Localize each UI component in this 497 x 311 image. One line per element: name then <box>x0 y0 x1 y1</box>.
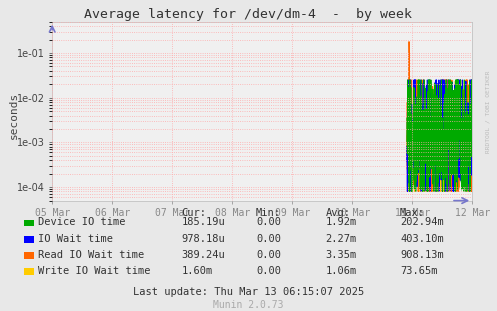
Text: IO Wait time: IO Wait time <box>38 234 113 244</box>
Text: 3.35m: 3.35m <box>326 250 357 260</box>
Text: Write IO Wait time: Write IO Wait time <box>38 266 150 276</box>
Text: 0.00: 0.00 <box>256 234 281 244</box>
Text: RRDTOOL / TOBI OETIKER: RRDTOOL / TOBI OETIKER <box>486 71 491 153</box>
Text: 403.10m: 403.10m <box>400 234 444 244</box>
Text: 2.27m: 2.27m <box>326 234 357 244</box>
Text: Cur:: Cur: <box>181 208 206 218</box>
Text: 73.65m: 73.65m <box>400 266 437 276</box>
Text: 1.92m: 1.92m <box>326 217 357 227</box>
Text: Min:: Min: <box>256 208 281 218</box>
Text: 202.94m: 202.94m <box>400 217 444 227</box>
Text: Munin 2.0.73: Munin 2.0.73 <box>213 300 284 310</box>
Text: Last update: Thu Mar 13 06:15:07 2025: Last update: Thu Mar 13 06:15:07 2025 <box>133 287 364 297</box>
Text: Avg:: Avg: <box>326 208 350 218</box>
Text: 1.60m: 1.60m <box>181 266 213 276</box>
Text: 0.00: 0.00 <box>256 217 281 227</box>
Text: 978.18u: 978.18u <box>181 234 225 244</box>
Text: 389.24u: 389.24u <box>181 250 225 260</box>
Text: Device IO time: Device IO time <box>38 217 125 227</box>
Text: 185.19u: 185.19u <box>181 217 225 227</box>
Text: Average latency for /dev/dm-4  -  by week: Average latency for /dev/dm-4 - by week <box>84 8 413 21</box>
Text: seconds: seconds <box>9 91 19 139</box>
Text: 0.00: 0.00 <box>256 266 281 276</box>
Text: Max:: Max: <box>400 208 425 218</box>
Text: 908.13m: 908.13m <box>400 250 444 260</box>
Text: Read IO Wait time: Read IO Wait time <box>38 250 144 260</box>
Text: 1.06m: 1.06m <box>326 266 357 276</box>
Text: 0.00: 0.00 <box>256 250 281 260</box>
